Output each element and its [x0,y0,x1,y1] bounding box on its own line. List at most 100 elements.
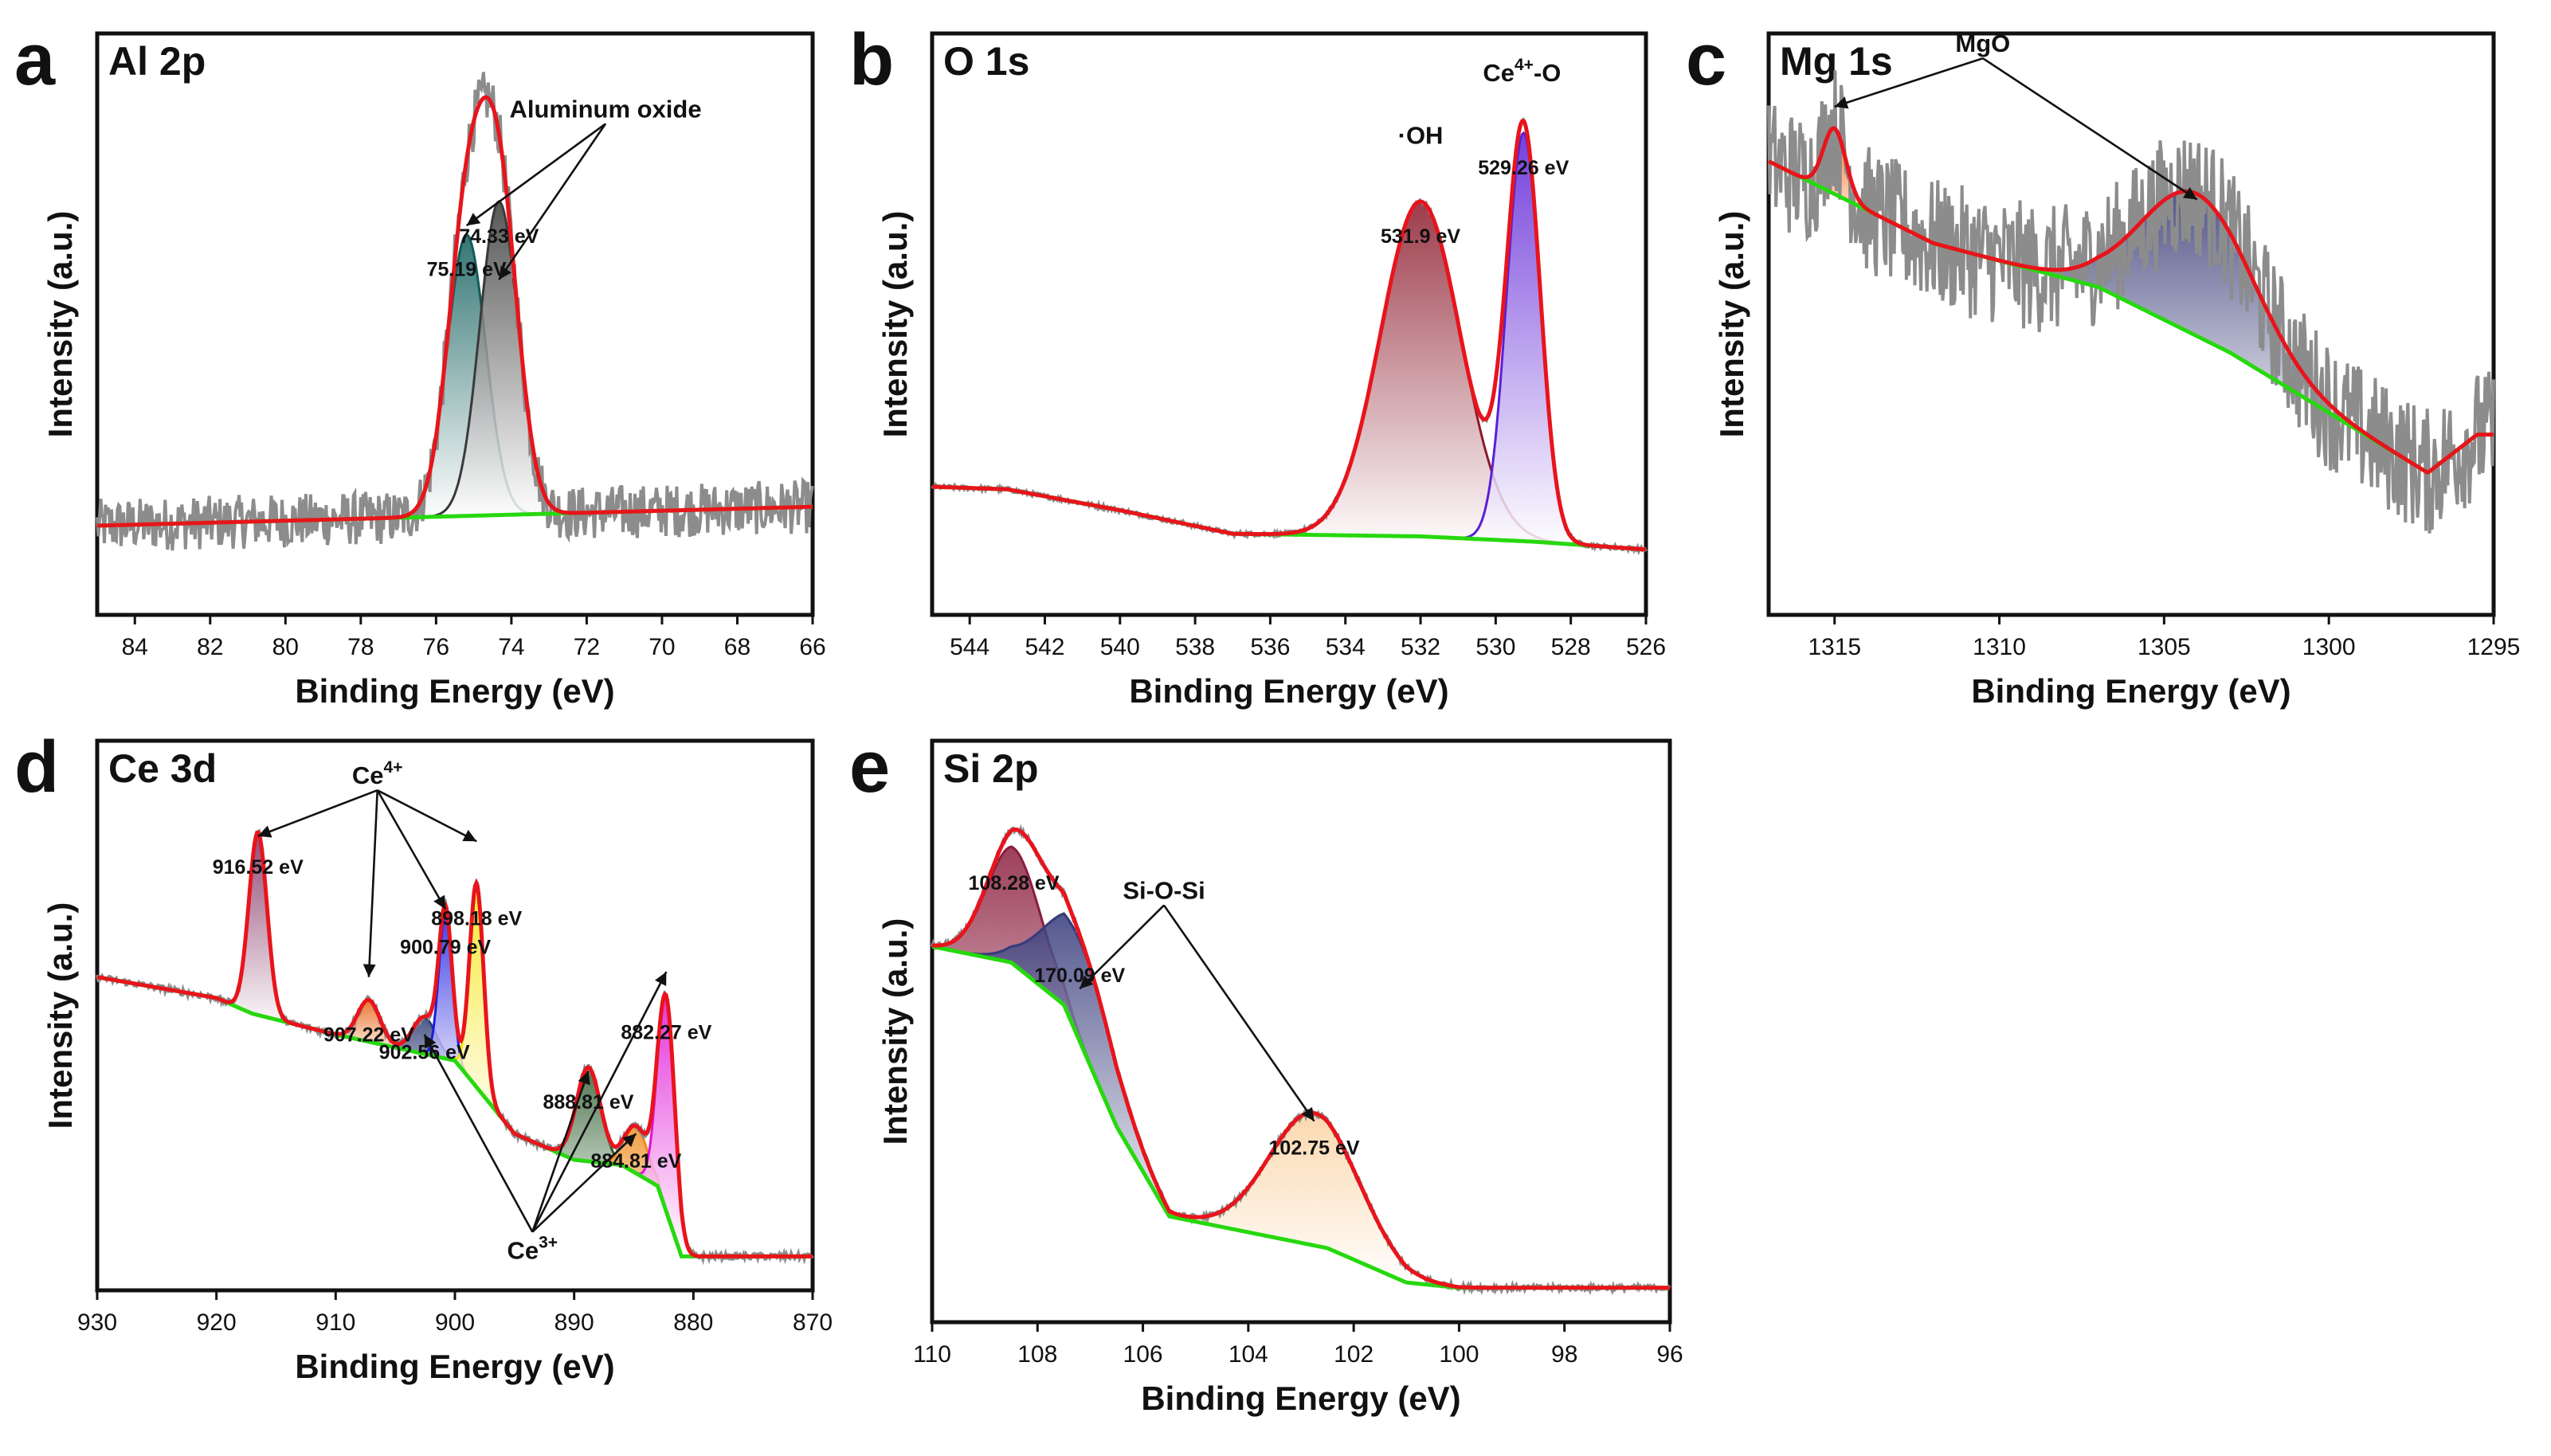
x-tick-label: 1315 [1808,634,1861,660]
arrowhead [1080,975,1094,989]
panel-letter: c [1686,19,1726,100]
arrowhead [578,1070,590,1086]
peak-label: 898.18 eV [431,907,522,930]
fit-envelope [931,119,1647,552]
arrowhead [257,825,272,838]
peak-label: 888.81 eV [543,1091,633,1114]
x-tick-label: 532 [1401,634,1440,660]
peak-label: 884.81 eV [590,1150,681,1172]
x-tick-label: 98 [1551,1341,1577,1368]
peak-label: 102.75 eV [1269,1137,1360,1160]
y-axis-label: Intensity (a.u.) [876,211,914,438]
peak-label: 916.52 eV [213,856,304,879]
peak-label: 900.79 eV [400,936,491,958]
x-tick-label: 930 [77,1309,117,1336]
x-axis-label: Binding Energy (eV) [1129,672,1448,710]
panel-letter: d [14,726,59,808]
y-axis-label: Intensity (a.u.) [876,918,914,1145]
x-tick-label: 890 [554,1309,594,1336]
annotation-arrow [367,790,379,977]
x-tick-label: 530 [1475,634,1515,660]
plot-frame [930,738,1672,1325]
raw-spectrum [1767,70,2495,534]
x-tick-label: 108 [1017,1341,1057,1368]
panel-d: d Ce 3d 930 920 910 900 890 880 870 Binding Energ… [14,726,833,1385]
x-tick-label: 880 [673,1309,713,1336]
annotation-arrow [423,1034,534,1233]
x-tick-label: 540 [1100,634,1140,660]
x-axis-label: Binding Energy (eV) [295,672,614,710]
raw-spectrum [96,72,814,551]
annotation-arrow [531,971,668,1233]
annotation-arrow [1079,904,1165,990]
x-tick-label: 104 [1228,1341,1268,1368]
annotation-arrow [531,1070,590,1233]
annotation-label: ·OH [1398,122,1444,150]
panel-a: a Al 2p 84 82 80 78 76 74 72 70 68 66 Binding Energy… [14,19,826,710]
peak-label: 75.19 eV [427,259,507,281]
x-tick-label: 66 [799,634,825,660]
annotation-arrow [498,123,607,280]
x-axis-label: Binding Energy (eV) [1141,1380,1460,1417]
x-tick-label: 76 [423,634,449,660]
x-tick-label: 538 [1175,634,1215,660]
x-tick-label: 1310 [1973,634,2026,660]
x-tick-label: 102 [1334,1341,1373,1368]
panel-b: b O 1s 544 542 540 538 536 534 532 530 528 526 Bindi… [849,19,1666,710]
panel-title: Al 2p [108,39,206,84]
plot-frame [1766,31,2496,617]
annotation-label: Si-O-Si [1123,877,1205,905]
plot-frame [930,31,1648,617]
panel-title: O 1s [943,39,1029,84]
fit-envelope [96,829,813,1258]
x-tick-label: 542 [1025,634,1064,660]
arrowhead [622,1133,637,1148]
annotation-arrow [376,789,447,910]
x-tick-label: 84 [122,634,148,660]
x-tick-label: 72 [574,634,600,660]
x-tick-label: 74 [498,634,524,660]
y-axis-label: Intensity (a.u.) [41,902,79,1129]
x-tick-label: 1295 [2467,634,2521,660]
panel-title: Si 2p [943,746,1038,791]
arrowhead [1834,96,1849,109]
arrowhead [499,265,511,280]
arrowhead [466,213,481,226]
panel-e: e Si 2p 110 108 106 104 102 100 98 96 Binding Ener… [849,726,1683,1417]
arrowhead [424,1034,437,1049]
arrowhead [1301,1106,1315,1121]
annotation-label: MgO [1955,29,2010,57]
x-axis-label: Binding Energy (eV) [1971,672,2290,710]
annotation-arrow [257,789,378,837]
x-tick-label: 526 [1626,634,1666,660]
annotation-arrow [377,789,477,843]
x-tick-label: 78 [347,634,374,660]
x-tick-label: 82 [197,634,223,660]
panel-letter: e [849,726,890,808]
plot-frame [95,31,815,617]
x-tick-label: 80 [272,634,299,660]
annotation-arrow [1834,57,1984,108]
fit-envelope [1767,126,2494,475]
y-axis-label: Intensity (a.u.) [1713,211,1750,438]
x-tick-label: 528 [1551,634,1591,660]
annotation-label: Ce4+ [352,758,403,789]
peak-label: 907.22 eV [323,1024,414,1046]
x-tick-label: 1305 [2138,634,2191,660]
annotation-label: Ce3+ [507,1234,558,1265]
peak-label: 108.28 eV [969,872,1060,894]
panel-title: Ce 3d [108,746,217,791]
annotation-arrow [465,123,606,227]
x-tick-label: 534 [1326,634,1366,660]
annotation-arrow [1982,57,2198,201]
peak-label: 529.26 eV [1478,157,1569,179]
x-tick-label: 68 [724,634,750,660]
fitted-peak [363,200,635,520]
x-tick-label: 1300 [2302,634,2356,660]
panel-letter: a [14,19,56,100]
x-tick-label: 544 [950,634,989,660]
arrowhead [433,894,446,910]
x-tick-label: 870 [793,1309,833,1336]
fit-envelope [931,828,1670,1290]
x-tick-label: 536 [1250,634,1290,660]
